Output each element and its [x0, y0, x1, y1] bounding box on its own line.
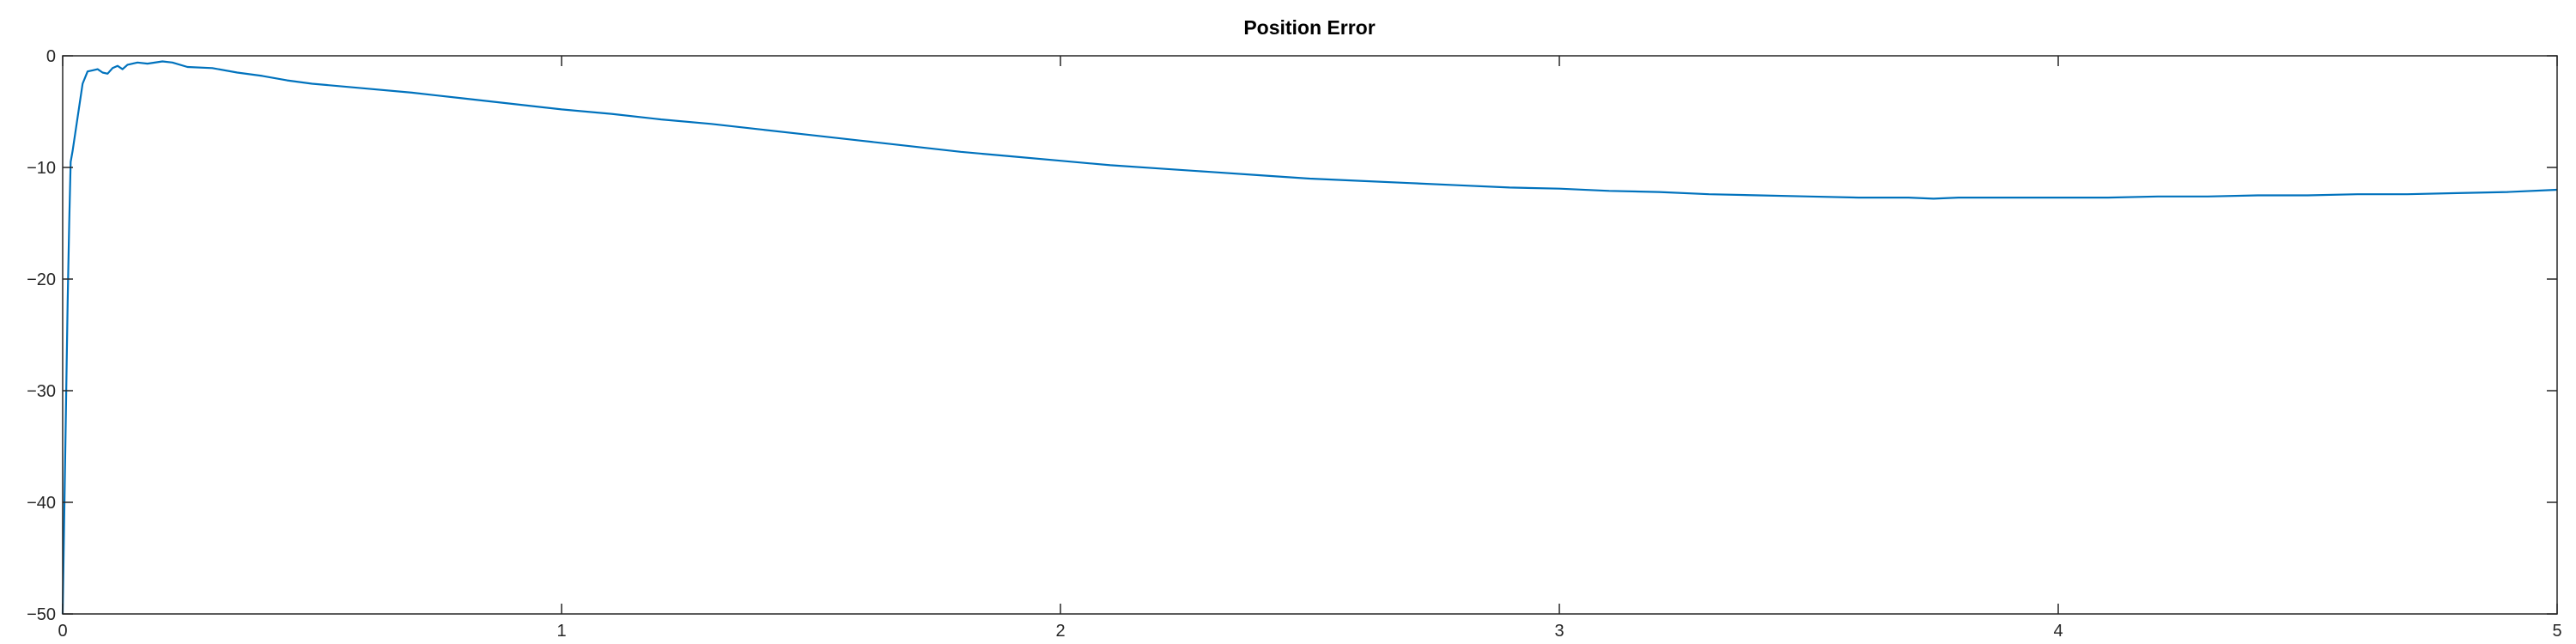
x-tick-label: 0 [58, 622, 67, 641]
y-tick-label: 0 [46, 47, 56, 66]
y-tick-label: −10 [27, 159, 56, 178]
series-line [61, 60, 2558, 615]
x-tick-label: 2 [1055, 622, 1065, 641]
chart-title: Position Error [1243, 16, 1375, 39]
x-tick-label: 4 [2053, 622, 2063, 641]
tick-layer: 0 1 2 3 4 5 0 −10 −20 −30 −40 −50 [27, 47, 2562, 641]
plot-area [63, 56, 2557, 614]
y-tick-label: −20 [27, 270, 56, 289]
y-tick-label: −40 [27, 494, 56, 513]
axes-box [62, 55, 2558, 615]
x-tick-label: 3 [1554, 622, 1564, 641]
series-layer [61, 60, 2558, 615]
x-tick-label: 1 [556, 622, 566, 641]
y-tick-label: −50 [27, 605, 56, 624]
x-tick-label: 5 [2552, 622, 2561, 641]
y-tick-label: −30 [27, 382, 56, 401]
